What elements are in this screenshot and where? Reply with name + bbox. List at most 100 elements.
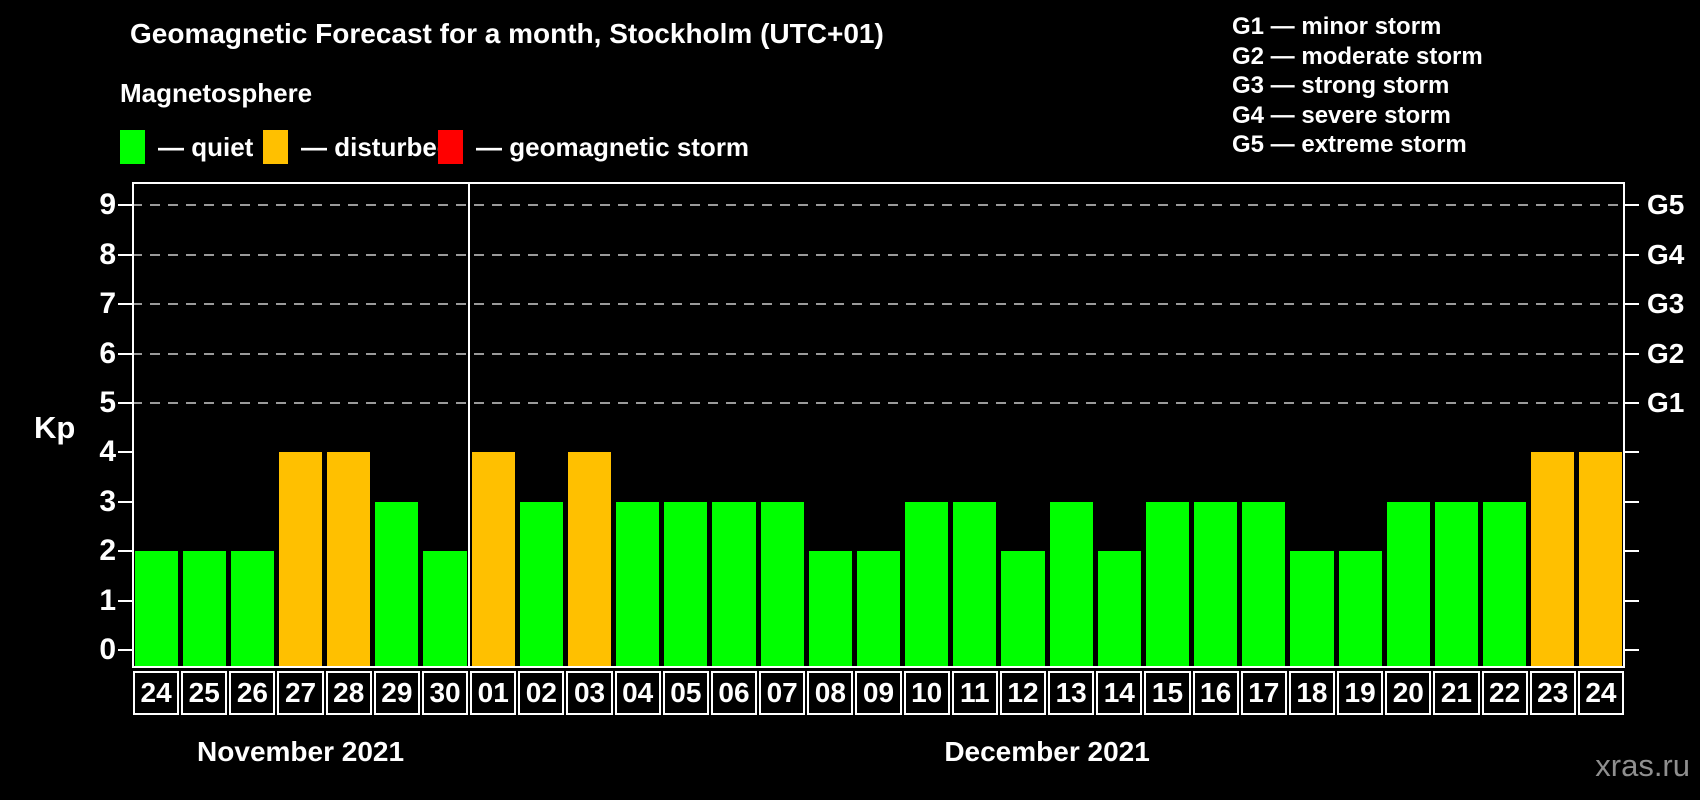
date-cell: 17 <box>1240 671 1287 715</box>
y-axis-tick-left <box>118 303 132 306</box>
y-axis-tick-left <box>118 402 132 404</box>
y-axis-tick-left <box>118 352 132 355</box>
g-level-label: G3 <box>1647 288 1685 320</box>
legend-label-disturbed: — disturbed <box>301 131 453 162</box>
storm-scale-list: G1 — minor storm G2 — moderate storm G3 … <box>1232 12 1483 160</box>
kp-bar <box>953 501 997 668</box>
kp-bar <box>423 551 467 668</box>
y-axis-tick-left <box>118 500 132 503</box>
y-axis-tick-left <box>118 649 132 651</box>
kp-bar <box>1290 551 1334 668</box>
quiet-color-swatch <box>120 130 145 164</box>
kp-bar <box>760 501 804 668</box>
watermark: xras.ru <box>1595 748 1690 783</box>
month-label: December 2021 <box>944 736 1150 767</box>
date-cell: 14 <box>1096 671 1143 715</box>
kp-bar <box>134 551 178 668</box>
y-tick-label: 9 <box>99 188 116 222</box>
date-cell: 25 <box>181 671 228 715</box>
y-axis-tick-left <box>118 451 132 454</box>
y-axis-tick-right <box>1625 352 1639 355</box>
y-tick-label: 3 <box>99 484 116 518</box>
gridline <box>132 303 1625 306</box>
date-cell: 24 <box>1577 671 1624 715</box>
y-tick-label: 5 <box>99 386 116 419</box>
kp-bar <box>1049 501 1093 668</box>
g-level-label: G5 <box>1647 189 1685 221</box>
y-axis-tick-left <box>118 550 132 553</box>
kp-bar <box>905 501 949 668</box>
date-cell: 16 <box>1192 671 1239 715</box>
chart-title: Geomagnetic Forecast for a month, Stockh… <box>130 18 884 49</box>
y-axis-tick-right <box>1625 402 1639 404</box>
kp-bar <box>182 551 226 668</box>
kp-bar <box>375 501 419 668</box>
kp-bar <box>664 501 708 668</box>
y-axis-tick-right <box>1625 303 1639 306</box>
date-cell: 05 <box>662 671 709 715</box>
date-cell: 29 <box>373 671 420 715</box>
y-axis-tick-right <box>1625 451 1639 454</box>
legend-item-quiet: — quiet <box>120 128 253 166</box>
date-cell: 27 <box>277 671 324 715</box>
y-axis-tick-right <box>1625 550 1639 553</box>
y-tick-label: 1 <box>99 583 116 617</box>
y-tick-label: 6 <box>99 336 116 370</box>
g-level-label: G4 <box>1647 238 1685 270</box>
gridline <box>132 253 1625 256</box>
kp-bar <box>1194 501 1238 668</box>
storm-scale-g5: G5 — extreme storm <box>1232 131 1467 159</box>
date-cell: 03 <box>566 671 613 715</box>
date-cell: 07 <box>759 671 806 715</box>
kp-bar <box>327 452 371 668</box>
plot-area <box>132 182 1625 668</box>
disturbed-color-swatch <box>263 130 288 164</box>
date-cell: 22 <box>1481 671 1528 715</box>
date-cell: 01 <box>470 671 517 715</box>
legend-title: Magnetosphere <box>120 78 313 108</box>
date-cell: 02 <box>518 671 565 715</box>
date-cell: 30 <box>421 671 469 715</box>
y-axis-tick-left <box>118 253 132 256</box>
kp-bar <box>712 501 756 668</box>
date-cell: 28 <box>325 671 372 715</box>
gridline <box>132 402 1625 404</box>
month-separator-line <box>468 182 471 668</box>
y-tick-label: 8 <box>99 237 116 271</box>
y-axis-tick-right <box>1625 204 1639 207</box>
date-cell: 06 <box>710 671 758 715</box>
legend-item-storm: — geomagnetic storm <box>438 128 749 166</box>
month-label: November 2021 <box>197 736 405 767</box>
legend-label-storm: — geomagnetic storm <box>476 131 750 162</box>
kp-bar <box>278 452 323 668</box>
kp-bar <box>808 551 852 668</box>
date-cell: 10 <box>903 671 950 715</box>
kp-bar <box>471 452 515 668</box>
date-cell: 09 <box>855 671 902 715</box>
date-cell: 20 <box>1385 671 1432 715</box>
kp-bar <box>519 501 563 668</box>
g-level-label: G1 <box>1647 387 1685 418</box>
kp-bar <box>567 452 612 668</box>
date-cell: 26 <box>229 671 276 715</box>
kp-bar <box>1001 551 1045 668</box>
kp-bar <box>1338 551 1382 668</box>
date-cell: 13 <box>1048 671 1095 715</box>
storm-scale-g3: G3 — strong storm <box>1232 72 1450 100</box>
storm-scale-g2: G2 — moderate storm <box>1232 42 1483 70</box>
y-axis-tick-right <box>1625 253 1639 256</box>
storm-scale-g4: G4 — severe storm <box>1232 101 1451 129</box>
kp-bar <box>1097 551 1141 668</box>
y-axis-tick-left <box>118 204 132 207</box>
date-cell: 12 <box>999 671 1047 715</box>
date-cell: 23 <box>1529 671 1576 715</box>
kp-bar <box>1145 501 1190 668</box>
y-tick-label: 4 <box>99 435 116 469</box>
date-cell: 21 <box>1433 671 1480 715</box>
kp-bar <box>1483 501 1527 668</box>
date-cell: 08 <box>807 671 854 715</box>
y-axis-tick-left <box>118 599 132 602</box>
legend-item-disturbed: — disturbed <box>263 128 453 166</box>
date-cell: 11 <box>951 671 998 715</box>
